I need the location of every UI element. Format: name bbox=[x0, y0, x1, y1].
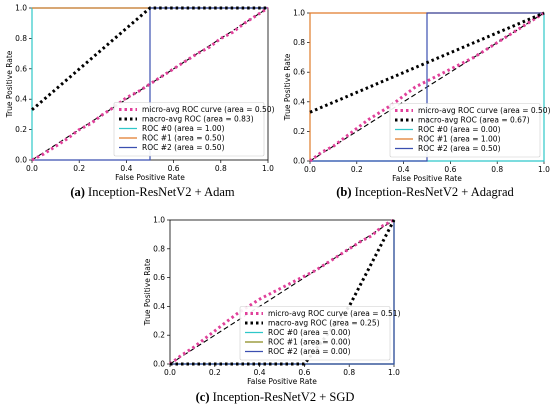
x-tick-label: 1.0 bbox=[538, 165, 550, 174]
y-tick-label: 0.0 bbox=[15, 156, 27, 165]
y-tick-label: 0.4 bbox=[293, 97, 305, 106]
legend-label-2: ROC #0 (area = 0.00) bbox=[418, 125, 501, 134]
caption-text-adagrad: Inception-ResNetV2 + Adagrad bbox=[354, 185, 514, 199]
y-tick-label: 0.2 bbox=[15, 125, 27, 134]
legend-label-4: ROC #2 (area = 0.00) bbox=[268, 347, 351, 356]
caption-adagrad: (b) Inception-ResNetV2 + Adagrad bbox=[300, 185, 550, 200]
y-tick-label: 0.0 bbox=[293, 157, 305, 166]
y-tick-label: 0.6 bbox=[153, 273, 165, 282]
x-tick-label: 0.8 bbox=[215, 164, 227, 173]
y-tick-label: 1.0 bbox=[153, 216, 165, 225]
legend-label-0: micro-avg ROC curve (area = 0.51) bbox=[268, 309, 401, 318]
y-tick-label: 1.0 bbox=[15, 4, 27, 13]
legend-label-3: ROC #1 (area = 0.00) bbox=[268, 338, 351, 347]
chance-diagonal bbox=[169, 219, 395, 365]
legend-label-0: micro-avg ROC curve (area = 0.50) bbox=[142, 105, 275, 114]
legend-label-2: ROC #0 (area = 0.00) bbox=[268, 328, 351, 337]
y-tick-label: 0.0 bbox=[153, 360, 165, 369]
y-axis-label: True Positive Rate bbox=[283, 53, 292, 121]
caption-sgd: (c) Inception-ResNetV2 + SGD bbox=[150, 390, 400, 405]
caption-tag-adam: (a) bbox=[70, 185, 85, 199]
x-tick-label: 0.0 bbox=[26, 164, 38, 173]
y-axis-label: True Positive Rate bbox=[143, 258, 152, 326]
y-tick-label: 0.4 bbox=[15, 95, 27, 104]
x-tick-label: 1.0 bbox=[388, 368, 400, 377]
y-axis-label: True Positive Rate bbox=[5, 50, 14, 118]
legend-box bbox=[113, 102, 265, 157]
y-tick-label: 0.8 bbox=[293, 38, 305, 47]
x-tick-label: 0.2 bbox=[209, 368, 221, 377]
y-tick-label: 0.8 bbox=[153, 244, 165, 253]
x-tick-label: 0.2 bbox=[351, 165, 363, 174]
caption-text-adam: Inception-ResNetV2 + Adam bbox=[88, 185, 235, 199]
x-tick-label: 0.8 bbox=[491, 165, 503, 174]
legend-label-2: ROC #0 (area = 1.00) bbox=[142, 124, 225, 133]
legend-label-3: ROC #1 (area = 1.00) bbox=[418, 135, 501, 144]
legend-label-1: macro-avg ROC (area = 0.83) bbox=[142, 115, 254, 124]
x-tick-label: 0.6 bbox=[168, 164, 180, 173]
y-tick-label: 0.6 bbox=[15, 64, 27, 73]
caption-tag-sgd: (c) bbox=[195, 390, 210, 404]
series-line-4 bbox=[310, 12, 544, 162]
legend-label-3: ROC #1 (area = 0.50) bbox=[142, 134, 225, 143]
legend-box bbox=[389, 103, 541, 158]
roc-chart-adagrad: 0.0 0.2 0.4 0.6 0.8 1.0 0.0 0.2 0.4 0.6 0.8 1.0 Fals… bbox=[283, 9, 550, 184]
series-line-1 bbox=[31, 6, 268, 111]
x-tick-label: 0.0 bbox=[304, 165, 316, 174]
y-tick-label: 1.0 bbox=[293, 9, 305, 18]
series-line-1 bbox=[309, 11, 545, 114]
legend-label-4: ROC #2 (area = 0.50) bbox=[142, 143, 225, 152]
x-tick-label: 0.2 bbox=[73, 164, 85, 173]
y-tick-label: 0.2 bbox=[293, 127, 305, 136]
legend-label-1: macro-avg ROC (area = 0.25) bbox=[268, 319, 380, 328]
x-tick-label: 0.8 bbox=[343, 368, 355, 377]
legend-label-0: micro-avg ROC curve (area = 0.50) bbox=[418, 106, 550, 115]
y-tick-label: 0.6 bbox=[293, 68, 305, 77]
series-line-0 bbox=[31, 6, 269, 162]
roc-chart-sgd: 0.0 0.2 0.4 0.6 0.8 1.0 0.0 0.2 0.4 0.6 0.8 1.0 Fals… bbox=[143, 216, 401, 387]
x-axis-label: False Positive Rate bbox=[392, 174, 462, 183]
legend-label-4: ROC #2 (area = 0.50) bbox=[418, 144, 501, 153]
x-tick-label: 0.4 bbox=[254, 368, 266, 377]
x-tick-label: 0.0 bbox=[164, 368, 176, 377]
series-line-4 bbox=[170, 220, 395, 365]
x-axis-label: False Positive Rate bbox=[247, 377, 317, 386]
roc-chart-adam: 0.0 0.2 0.4 0.6 0.8 1.0 0.0 0.2 0.4 0.6 0.8 1.0 Fals… bbox=[5, 4, 275, 183]
x-tick-label: 0.6 bbox=[298, 368, 310, 377]
x-tick-label: 0.4 bbox=[120, 164, 132, 173]
x-axis-label: False Positive Rate bbox=[115, 173, 185, 182]
series-line-0 bbox=[169, 218, 395, 366]
caption-text-sgd: Inception-ResNetV2 + SGD bbox=[212, 390, 355, 404]
caption-tag-adagrad: (b) bbox=[336, 185, 352, 199]
y-tick-label: 0.2 bbox=[153, 331, 165, 340]
legend-box bbox=[239, 306, 391, 361]
caption-adam: (a) Inception-ResNetV2 + Adam bbox=[30, 185, 275, 200]
y-tick-label: 0.4 bbox=[153, 302, 165, 311]
x-tick-label: 0.6 bbox=[444, 165, 456, 174]
x-tick-label: 0.4 bbox=[398, 165, 410, 174]
x-tick-label: 1.0 bbox=[262, 164, 274, 173]
legend-label-1: macro-avg ROC (area = 0.67) bbox=[418, 116, 530, 125]
series-line-0 bbox=[309, 11, 545, 163]
y-tick-label: 0.8 bbox=[15, 34, 27, 43]
